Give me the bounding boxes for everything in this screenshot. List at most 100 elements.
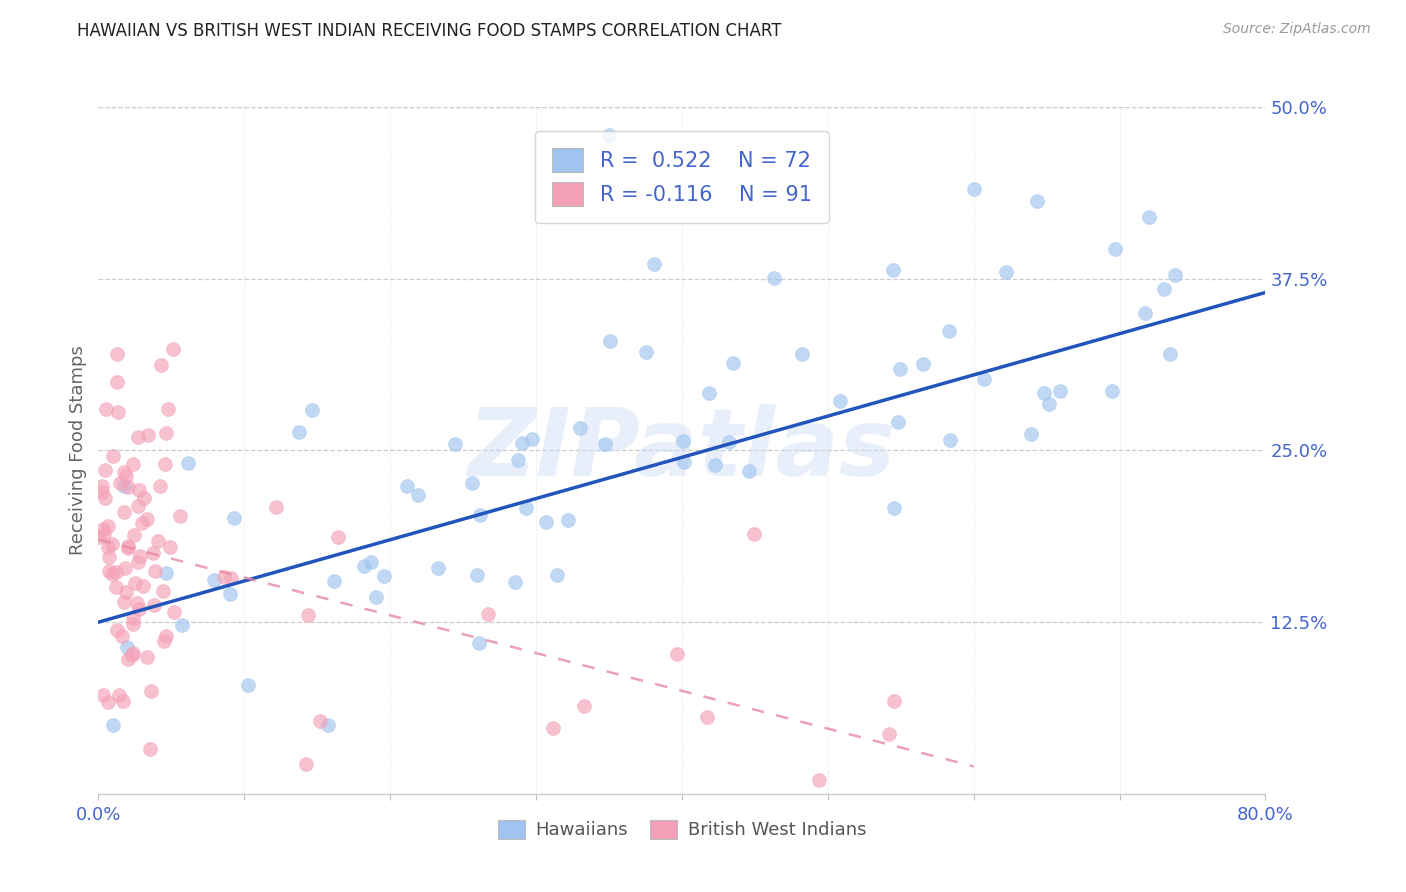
Point (117, 651, 139, 665)
Point (1104, 242, 1126, 256)
Text: ZIPatlas: ZIPatlas (468, 404, 896, 497)
Point (938, 433, 960, 447)
Point (938, 325, 960, 339)
Point (219, 571, 242, 585)
Point (121, 457, 143, 471)
Point (97, 519, 120, 533)
Point (101, 537, 124, 551)
Point (373, 568, 395, 582)
Point (103, 449, 125, 463)
Point (97, 564, 120, 578)
Point (882, 263, 904, 277)
Point (536, 516, 558, 530)
Point (114, 468, 136, 483)
Point (572, 698, 595, 713)
Point (1101, 384, 1123, 398)
Point (104, 565, 127, 579)
Text: Source: ZipAtlas.com: Source: ZipAtlas.com (1223, 22, 1371, 37)
Point (353, 559, 375, 574)
Point (406, 488, 429, 502)
Point (105, 623, 128, 637)
Point (128, 602, 150, 616)
Point (1137, 210, 1160, 224)
Point (111, 629, 134, 643)
Point (112, 594, 135, 608)
Point (1153, 282, 1175, 296)
Point (295, 756, 318, 771)
Point (170, 618, 193, 632)
Point (132, 491, 155, 506)
Point (124, 575, 146, 590)
Point (515, 501, 537, 516)
Point (159, 540, 181, 554)
Point (634, 344, 657, 359)
Point (157, 401, 180, 416)
Point (427, 561, 450, 575)
Point (94, 402, 117, 417)
Point (105, 347, 128, 361)
Point (142, 546, 165, 560)
Point (763, 271, 786, 285)
Text: HAWAIIAN VS BRITISH WEST INDIAN RECEIVING FOOD STAMPS CORRELATION CHART: HAWAIIAN VS BRITISH WEST INDIAN RECEIVIN… (77, 22, 782, 40)
Point (883, 500, 905, 515)
Point (510, 435, 533, 450)
Point (264, 500, 287, 514)
Point (877, 727, 900, 741)
Point (155, 566, 177, 581)
Point (90, 479, 112, 493)
Point (301, 403, 323, 417)
Point (883, 693, 905, 707)
Point (1033, 386, 1056, 401)
Point (546, 568, 568, 582)
Point (520, 432, 543, 446)
Point (962, 182, 984, 196)
Point (108, 475, 131, 490)
Point (557, 513, 579, 527)
Point (101, 567, 124, 582)
Point (107, 404, 129, 418)
Point (117, 541, 139, 556)
Point (360, 556, 382, 570)
Point (886, 415, 908, 429)
Point (152, 584, 174, 599)
Point (127, 499, 149, 513)
Point (505, 574, 527, 589)
Point (1038, 397, 1060, 411)
Point (599, 334, 621, 348)
Point (236, 678, 259, 692)
Point (91, 688, 114, 702)
Point (1163, 268, 1185, 282)
Point (169, 508, 191, 523)
Point (155, 629, 177, 643)
Point (308, 714, 330, 729)
Point (94, 462, 117, 476)
Point (697, 385, 720, 400)
Point (202, 573, 225, 587)
Point (121, 611, 143, 625)
Point (122, 646, 145, 660)
Point (214, 570, 236, 584)
Point (666, 647, 689, 661)
Point (828, 394, 851, 409)
Point (97, 695, 120, 709)
Point (912, 357, 935, 371)
Point (541, 721, 564, 735)
Point (508, 453, 530, 467)
Point (721, 356, 744, 370)
Point (593, 437, 616, 451)
Point (1049, 384, 1071, 399)
Point (1133, 305, 1156, 319)
Point (127, 555, 149, 569)
Point (97, 541, 120, 555)
Point (468, 636, 491, 650)
Point (364, 590, 387, 604)
Point (994, 264, 1017, 278)
Point (101, 718, 124, 732)
Point (744, 527, 766, 541)
Point (288, 425, 311, 439)
Point (127, 596, 149, 610)
Point (696, 710, 718, 724)
Point (108, 688, 131, 702)
Point (141, 684, 163, 698)
Point (219, 587, 242, 601)
